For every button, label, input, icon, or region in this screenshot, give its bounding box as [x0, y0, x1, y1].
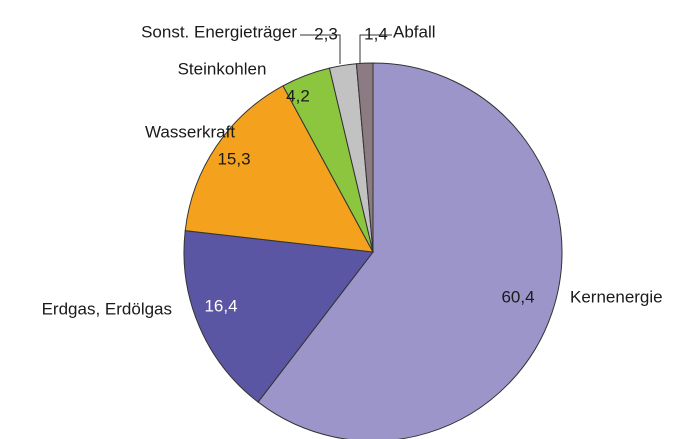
pie-slice	[183, 230, 374, 403]
pie-slice	[257, 62, 563, 439]
value-label: 15,3	[217, 149, 250, 168]
category-label: Abfall	[393, 22, 436, 41]
category-label: Kernenergie	[570, 287, 663, 306]
pie-slice	[355, 62, 374, 253]
leader-line	[300, 34, 341, 64]
pie-slice	[184, 85, 374, 253]
leader-line	[359, 34, 392, 64]
value-label: 1,4	[364, 24, 388, 43]
value-label: 60,4	[501, 287, 534, 306]
value-label: 16,4	[204, 296, 237, 315]
category-label: Erdgas, Erdölgas	[42, 299, 172, 318]
category-label: Steinkohlen	[178, 59, 267, 78]
category-label: Wasserkraft	[145, 122, 235, 141]
value-label: 2,3	[314, 24, 338, 43]
category-label: Sonst. Energieträger	[141, 22, 297, 41]
value-label: 4,2	[286, 86, 310, 105]
